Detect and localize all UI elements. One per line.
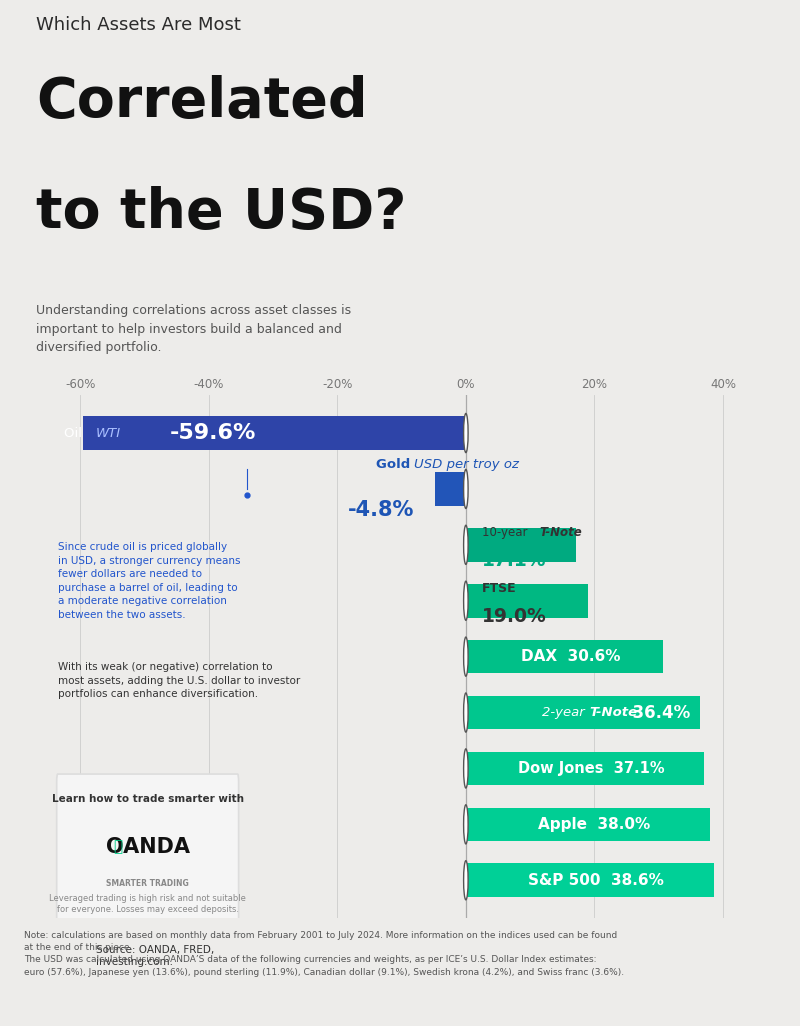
Text: DAX  30.6%: DAX 30.6% <box>521 649 620 664</box>
Text: ⧹: ⧹ <box>114 839 128 855</box>
Text: Leveraged trading is high risk and not suitable
for everyone. Losses may exceed : Leveraged trading is high risk and not s… <box>50 894 246 914</box>
Text: S&P 500  38.6%: S&P 500 38.6% <box>529 873 664 887</box>
Circle shape <box>464 861 468 900</box>
Circle shape <box>464 469 468 509</box>
Circle shape <box>464 804 468 844</box>
Circle shape <box>464 581 468 621</box>
Circle shape <box>464 749 468 788</box>
Text: Correlated: Correlated <box>36 75 368 129</box>
Text: Gold: Gold <box>375 458 414 471</box>
Text: to the USD?: to the USD? <box>36 186 406 240</box>
Circle shape <box>464 693 468 733</box>
Text: USD per troy oz: USD per troy oz <box>414 458 519 471</box>
Text: Source: OANDA, FRED,
investing.com.: Source: OANDA, FRED, investing.com. <box>96 945 214 968</box>
Text: 19.0%: 19.0% <box>482 607 546 626</box>
Bar <box>435 472 466 506</box>
Bar <box>466 807 710 841</box>
Text: Since crude oil is priced globally
in USD, a stronger currency means
fewer dolla: Since crude oil is priced globally in US… <box>58 542 240 620</box>
Text: 36.4%: 36.4% <box>621 704 690 721</box>
Bar <box>466 528 576 561</box>
Text: With its weak (or negative) correlation to
most assets, adding the U.S. dollar t: With its weak (or negative) correlation … <box>58 662 300 700</box>
Text: Learn how to trade smarter with: Learn how to trade smarter with <box>52 793 244 803</box>
Bar <box>466 640 662 673</box>
Text: -4.8%: -4.8% <box>348 500 414 520</box>
Text: 2-year: 2-year <box>542 706 590 719</box>
Text: Which Assets Are Most: Which Assets Are Most <box>36 15 241 34</box>
Bar <box>466 696 700 729</box>
Text: T-Note: T-Note <box>540 526 582 539</box>
Text: 10-year: 10-year <box>482 526 531 539</box>
Text: SMARTER TRADING: SMARTER TRADING <box>106 878 189 887</box>
Text: Understanding correlations across asset classes is
important to help investors b: Understanding correlations across asset … <box>36 304 351 354</box>
Text: 17.1%: 17.1% <box>482 551 546 570</box>
Text: T-Note: T-Note <box>590 706 638 719</box>
FancyBboxPatch shape <box>57 774 238 925</box>
Text: Apple  38.0%: Apple 38.0% <box>538 817 650 832</box>
Circle shape <box>464 413 468 452</box>
Text: -59.6%: -59.6% <box>170 423 257 443</box>
Text: FTSE: FTSE <box>482 582 517 595</box>
Text: Oil: Oil <box>64 427 86 439</box>
Bar <box>82 417 466 449</box>
Text: Note: calculations are based on monthly data from February 2001 to July 2024. Mo: Note: calculations are based on monthly … <box>24 932 624 977</box>
Bar <box>466 584 588 618</box>
Bar <box>466 864 714 897</box>
Text: OANDA: OANDA <box>106 837 190 857</box>
Circle shape <box>464 525 468 564</box>
Bar <box>466 752 704 785</box>
Circle shape <box>464 637 468 676</box>
Text: WTI: WTI <box>96 427 122 439</box>
Text: Dow Jones  37.1%: Dow Jones 37.1% <box>518 761 665 776</box>
